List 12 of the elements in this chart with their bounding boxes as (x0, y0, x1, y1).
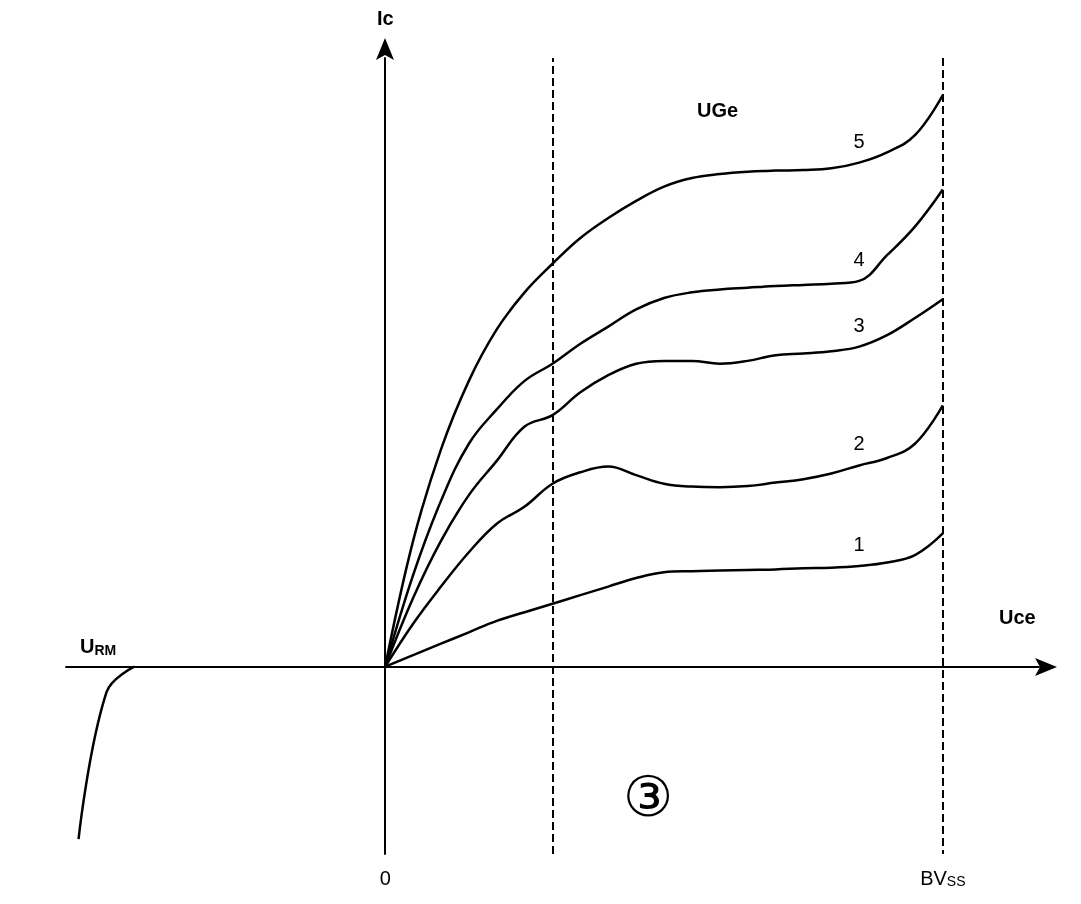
annotation: ③ (623, 763, 673, 829)
series-label: 1 (853, 533, 865, 556)
y-axis-title: Ic (376, 7, 394, 29)
series-label: 3 (853, 313, 865, 336)
x-axis-title: Uce (999, 605, 1036, 628)
annotation: UGe (697, 99, 739, 121)
annotation: URM (80, 635, 117, 658)
x-tick-label: BVSS (920, 867, 966, 889)
series-label: 4 (853, 247, 865, 270)
series-label: 5 (853, 129, 865, 152)
x-tick-label: 0 (379, 867, 391, 889)
series-label: 2 (853, 432, 865, 455)
